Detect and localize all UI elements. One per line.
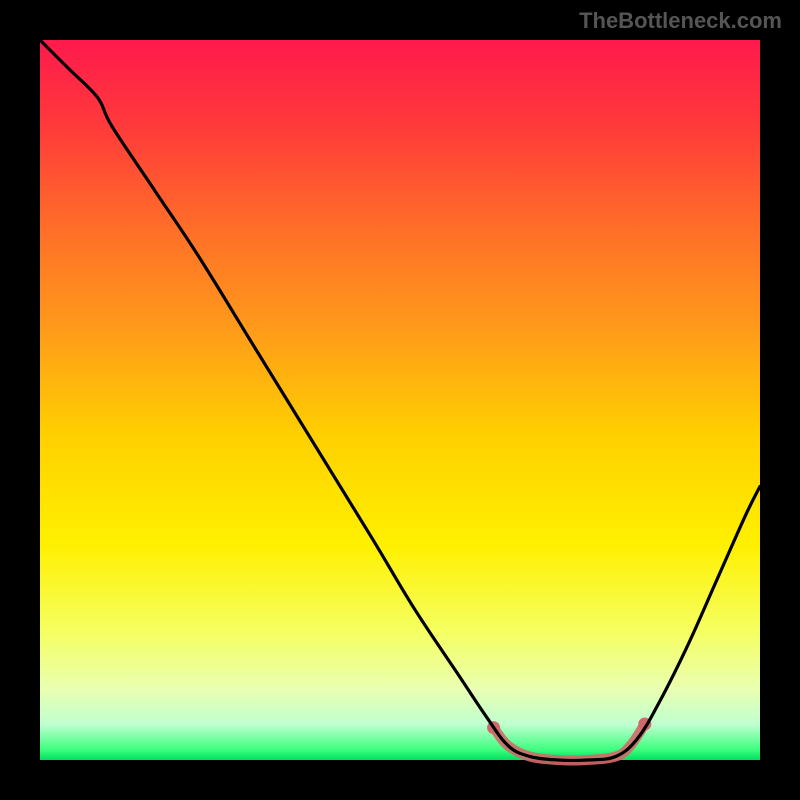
bottleneck-chart	[0, 0, 800, 800]
plot-background	[40, 40, 760, 760]
attribution-text: TheBottleneck.com	[579, 8, 782, 34]
